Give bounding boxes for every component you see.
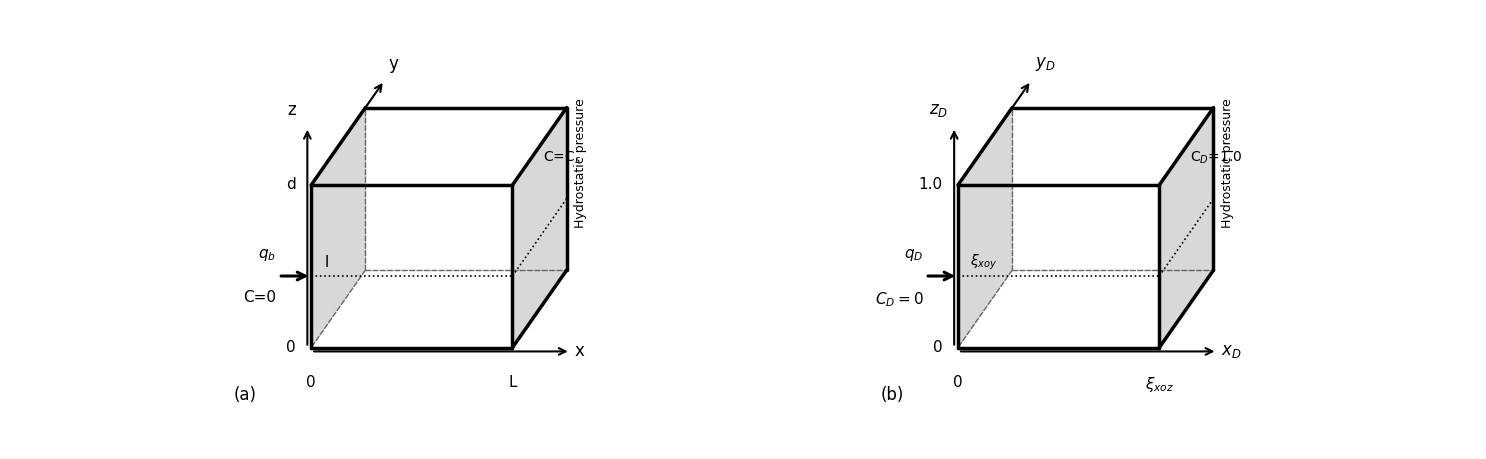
Text: z: z bbox=[287, 101, 296, 119]
Polygon shape bbox=[958, 107, 1012, 347]
Text: l: l bbox=[325, 255, 328, 270]
Polygon shape bbox=[1159, 107, 1214, 347]
Text: y: y bbox=[388, 55, 398, 73]
Text: L: L bbox=[508, 375, 517, 390]
Text: $\xi_{xoz}$: $\xi_{xoz}$ bbox=[1144, 375, 1174, 394]
Text: Hydrostatic pressure: Hydrostatic pressure bbox=[1220, 98, 1233, 228]
Text: (a): (a) bbox=[233, 386, 257, 404]
Text: x: x bbox=[575, 342, 584, 360]
Text: (b): (b) bbox=[881, 386, 903, 404]
Text: 0: 0 bbox=[287, 340, 296, 355]
Text: 0: 0 bbox=[953, 375, 963, 390]
Text: $C_D=0$: $C_D=0$ bbox=[875, 290, 923, 308]
Polygon shape bbox=[513, 107, 566, 347]
Text: C=C$_s$: C=C$_s$ bbox=[544, 150, 581, 166]
Text: $\xi_{xoy}$: $\xi_{xoy}$ bbox=[970, 253, 997, 272]
Text: $q_b$: $q_b$ bbox=[259, 247, 276, 263]
Polygon shape bbox=[311, 107, 366, 347]
Text: 0: 0 bbox=[306, 375, 317, 390]
Text: $y_D$: $y_D$ bbox=[1036, 55, 1055, 73]
Text: 0: 0 bbox=[933, 340, 942, 355]
Text: C=0: C=0 bbox=[244, 290, 276, 305]
Text: $q_D$: $q_D$ bbox=[903, 247, 923, 263]
Text: Hydrostatic pressure: Hydrostatic pressure bbox=[574, 98, 587, 228]
Text: d: d bbox=[285, 178, 296, 192]
Text: $z_D$: $z_D$ bbox=[929, 101, 948, 119]
Text: $x_D$: $x_D$ bbox=[1221, 342, 1242, 360]
Text: 1.0: 1.0 bbox=[918, 178, 942, 192]
Text: C$_D$=1.0: C$_D$=1.0 bbox=[1190, 150, 1242, 166]
